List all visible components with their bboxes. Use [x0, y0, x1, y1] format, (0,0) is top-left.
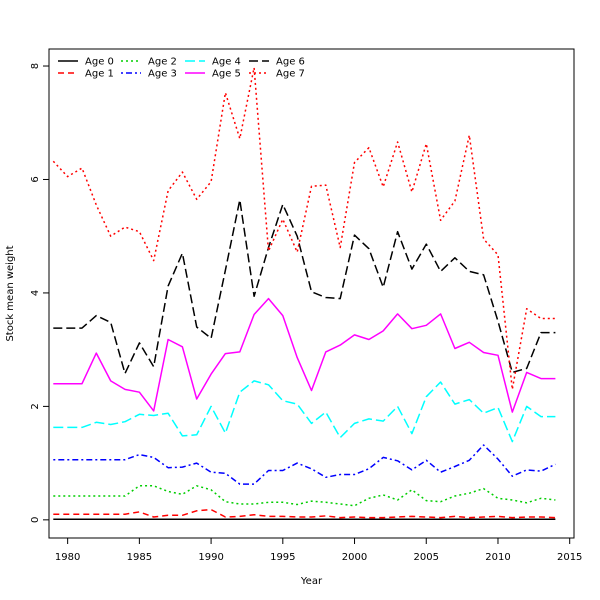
legend-label: Age 0: [85, 57, 114, 68]
series-line-age-1: [53, 508, 556, 519]
plot-frame: [48, 48, 575, 539]
legend-item-age-6: Age 6: [249, 57, 305, 68]
x-tick-label: 1980: [55, 552, 80, 563]
legend-label: Age 3: [148, 69, 177, 80]
legend-label: Age 6: [276, 57, 305, 68]
legend-item-age-0: Age 0: [58, 57, 114, 68]
x-tick-label: 1995: [270, 552, 295, 563]
legend-item-age-5: Age 5: [185, 69, 241, 80]
x-axis: 1980 1985 1990 1995 2000 2005 2010 2015: [55, 538, 582, 563]
series-line-age-6: [53, 199, 556, 375]
legend-item-age-7: Age 7: [249, 69, 305, 80]
y-tick-label: 6: [30, 176, 41, 182]
legend-item-age-3: Age 3: [121, 69, 177, 80]
y-tick-label: 4: [30, 290, 41, 296]
series-line-age-5: [53, 297, 556, 413]
legend-label: Age 7: [276, 69, 305, 80]
x-tick-label: 1985: [127, 552, 152, 563]
x-tick-label: 1990: [198, 552, 223, 563]
x-tick-label: 2005: [414, 552, 439, 563]
y-axis-title: Stock mean weight: [5, 245, 16, 341]
x-axis-title: Year: [300, 576, 323, 587]
legend-label: Age 2: [148, 57, 177, 68]
x-tick-label: 2000: [342, 552, 367, 563]
legend-label: Age 1: [85, 69, 114, 80]
series-line-age-2: [53, 485, 556, 507]
series-line-age-3: [53, 444, 556, 485]
legend-item-age-4: Age 4: [185, 57, 241, 68]
legend-item-age-1: Age 1: [58, 69, 114, 80]
legend-label: Age 5: [212, 69, 241, 80]
series-line-age-7: [52, 66, 556, 391]
y-axis: 0 2 4 6 8: [30, 63, 49, 523]
series-line-age-4: [53, 380, 556, 443]
y-tick-label: 0: [30, 517, 41, 523]
series-layer: [52, 66, 556, 521]
x-tick-label: 2010: [485, 552, 510, 563]
x-tick-label: 2015: [557, 552, 582, 563]
y-tick-label: 8: [30, 63, 41, 69]
y-tick-label: 2: [30, 403, 41, 409]
legend-item-age-2: Age 2: [121, 57, 177, 68]
legend-label: Age 4: [212, 57, 241, 68]
